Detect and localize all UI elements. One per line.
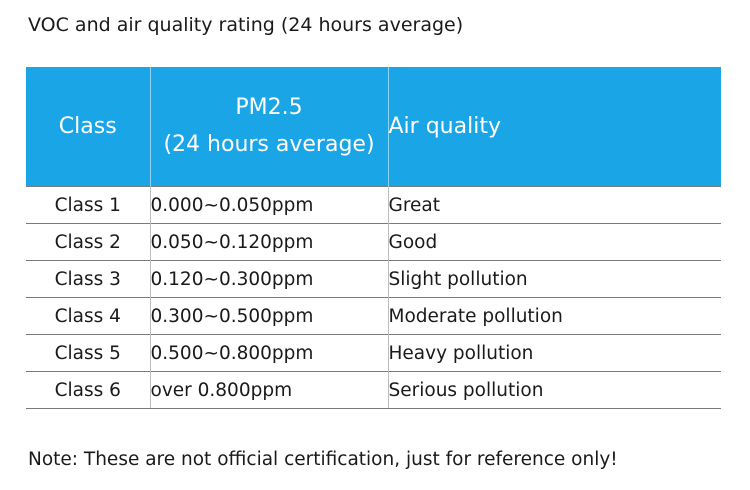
table-row: Class 1 0.000~0.050ppm Great xyxy=(26,186,721,224)
cell-range: 0.500~0.800ppm xyxy=(150,334,389,372)
cell-quality: Serious pollution xyxy=(388,371,721,409)
table-row: Class 6 over 0.800ppm Serious pollution xyxy=(26,371,721,409)
cell-class: Class 1 xyxy=(26,186,151,224)
cell-quality: Heavy pollution xyxy=(388,334,721,372)
cell-quality: Good xyxy=(388,223,721,261)
page-title: VOC and air quality rating (24 hours ave… xyxy=(28,14,464,36)
cell-class: Class 3 xyxy=(26,260,151,298)
disclaimer-note: Note: These are not official certificati… xyxy=(28,449,618,470)
header-pm25: PM2.5 (24 hours average) xyxy=(150,67,389,187)
header-class: Class xyxy=(26,67,151,187)
table-row: Class 5 0.500~0.800ppm Heavy pollution xyxy=(26,334,721,372)
header-pm25-line2: (24 hours average) xyxy=(163,131,375,157)
cell-quality: Moderate pollution xyxy=(388,297,721,335)
cell-quality: Great xyxy=(388,186,721,224)
header-air-quality: Air quality xyxy=(388,67,721,187)
cell-range: 0.050~0.120ppm xyxy=(150,223,389,261)
cell-class: Class 2 xyxy=(26,223,151,261)
cell-range: 0.000~0.050ppm xyxy=(150,186,389,224)
table-row: Class 4 0.300~0.500ppm Moderate pollutio… xyxy=(26,297,721,335)
cell-quality: Slight pollution xyxy=(388,260,721,298)
table-header-row: Class PM2.5 (24 hours average) Air quali… xyxy=(26,67,721,187)
table-row: Class 2 0.050~0.120ppm Good xyxy=(26,223,721,261)
header-pm25-line1: PM2.5 xyxy=(235,95,303,121)
cell-class: Class 4 xyxy=(26,297,151,335)
cell-range: 0.300~0.500ppm xyxy=(150,297,389,335)
table-row: Class 3 0.120~0.300ppm Slight pollution xyxy=(26,260,721,298)
cell-range: 0.120~0.300ppm xyxy=(150,260,389,298)
cell-class: Class 6 xyxy=(26,371,151,409)
cell-class: Class 5 xyxy=(26,334,151,372)
air-quality-table: Class PM2.5 (24 hours average) Air quali… xyxy=(26,67,721,409)
cell-range: over 0.800ppm xyxy=(150,371,389,409)
